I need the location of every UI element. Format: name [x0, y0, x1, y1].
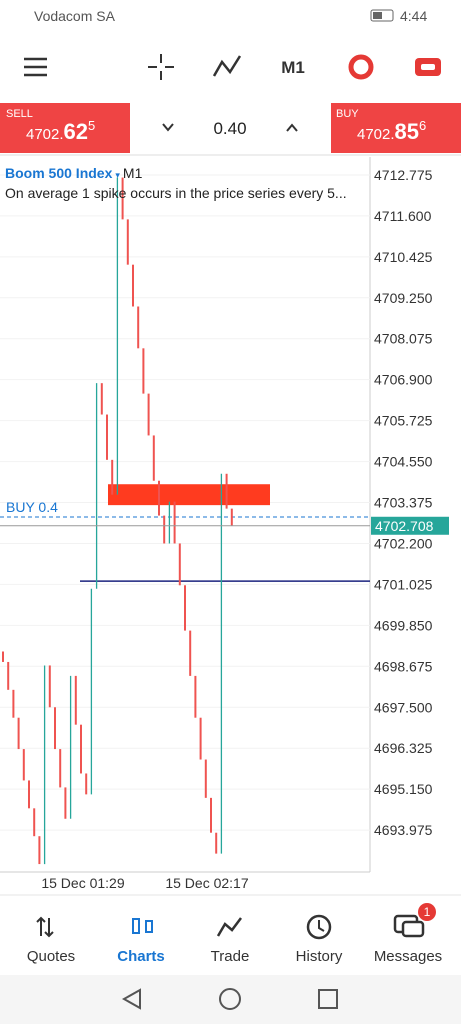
price-label: 4699.850 [374, 617, 433, 633]
object-rectangle [108, 484, 270, 506]
price-label: 4703.375 [374, 495, 433, 511]
buy-price: 4702.856 [357, 118, 426, 144]
price-label: 4701.025 [374, 576, 433, 592]
price-label: 4698.675 [374, 658, 433, 674]
sell-price: 4702.625 [26, 118, 95, 144]
price-label: 4695.150 [374, 781, 433, 797]
price-label: 4705.725 [374, 413, 433, 429]
time-label: 15 Dec 02:17 [165, 875, 248, 891]
chart-timeframe: M1 [123, 165, 143, 181]
price-label: 4693.975 [374, 822, 433, 838]
symbol-arrow: ▾ [115, 170, 120, 180]
bid-label: 4702.708 [375, 518, 434, 534]
nav-history[interactable]: History [296, 914, 343, 965]
clock: 4:44 [400, 8, 427, 24]
sell-label: SELL [6, 108, 33, 120]
lot-down[interactable] [162, 123, 174, 132]
status-bar [0, 0, 461, 32]
bid-label-box [371, 516, 449, 535]
nav-trade[interactable]: Trade [211, 917, 250, 965]
indicators-button[interactable] [212, 55, 242, 77]
menu-button[interactable] [24, 57, 47, 77]
chart: 4712.775 4711.600 4710.425 4709.250 4708.075… [0, 167, 449, 865]
nav-label: History [296, 948, 343, 965]
price-label: 4704.550 [374, 454, 433, 470]
sell-price-main: 4702. [26, 126, 64, 143]
battery [370, 9, 394, 22]
price-label: 4709.250 [374, 290, 433, 306]
price-label: 4708.075 [374, 331, 433, 347]
price-label: 4696.325 [374, 740, 433, 756]
chart-header: Boom 500 Index ▾ M1 [5, 165, 143, 181]
system-nav [0, 975, 461, 1024]
nav-label: Trade [211, 948, 250, 965]
nav-label: Messages [374, 948, 442, 965]
lot-up[interactable] [286, 123, 298, 132]
price-label: 4710.425 [374, 249, 433, 265]
home-button[interactable] [219, 988, 241, 1010]
back-button[interactable] [121, 988, 141, 1010]
buy-button[interactable] [331, 103, 461, 153]
price-label: 4712.775 [374, 167, 433, 183]
symbol-description: On average 1 spike occurs in the price s… [5, 185, 347, 201]
nav-quotes[interactable]: Quotes [27, 916, 75, 965]
symbol: Boom 500 Index [5, 165, 113, 181]
carrier: Vodacom SA [34, 8, 116, 24]
trade-button[interactable] [348, 54, 374, 80]
nav-messages[interactable]: 1 Messages [374, 903, 442, 965]
price-label: 4711.600 [374, 208, 432, 224]
battery-level [373, 12, 382, 19]
nav-label: Charts [117, 948, 165, 965]
price-label: 4697.500 [374, 699, 433, 715]
sell-price-sup: 5 [88, 118, 95, 133]
sell-button[interactable] [0, 103, 130, 153]
badge [418, 903, 436, 921]
lot-size[interactable]: 0.40 [213, 119, 246, 138]
oneclick-icon [421, 64, 435, 70]
nav-label: Quotes [27, 948, 75, 965]
recents-button[interactable] [318, 989, 338, 1009]
crosshair-button[interactable] [148, 54, 174, 80]
buy-price-big: 85 [395, 119, 419, 144]
price-label: 4706.900 [374, 372, 433, 388]
timeframe-button[interactable]: M1 [281, 58, 305, 77]
buy-label: BUY [336, 108, 359, 120]
price-label: 4702.200 [374, 535, 433, 551]
buy-price-sup: 6 [419, 118, 426, 133]
time-label: 15 Dec 01:29 [41, 875, 124, 891]
buy-price-main: 4702. [357, 126, 395, 143]
position-label: BUY 0.4 [6, 499, 58, 515]
sell-price-big: 62 [64, 119, 88, 144]
nav-charts[interactable]: Charts [117, 918, 165, 965]
badge-count: 1 [424, 905, 431, 919]
